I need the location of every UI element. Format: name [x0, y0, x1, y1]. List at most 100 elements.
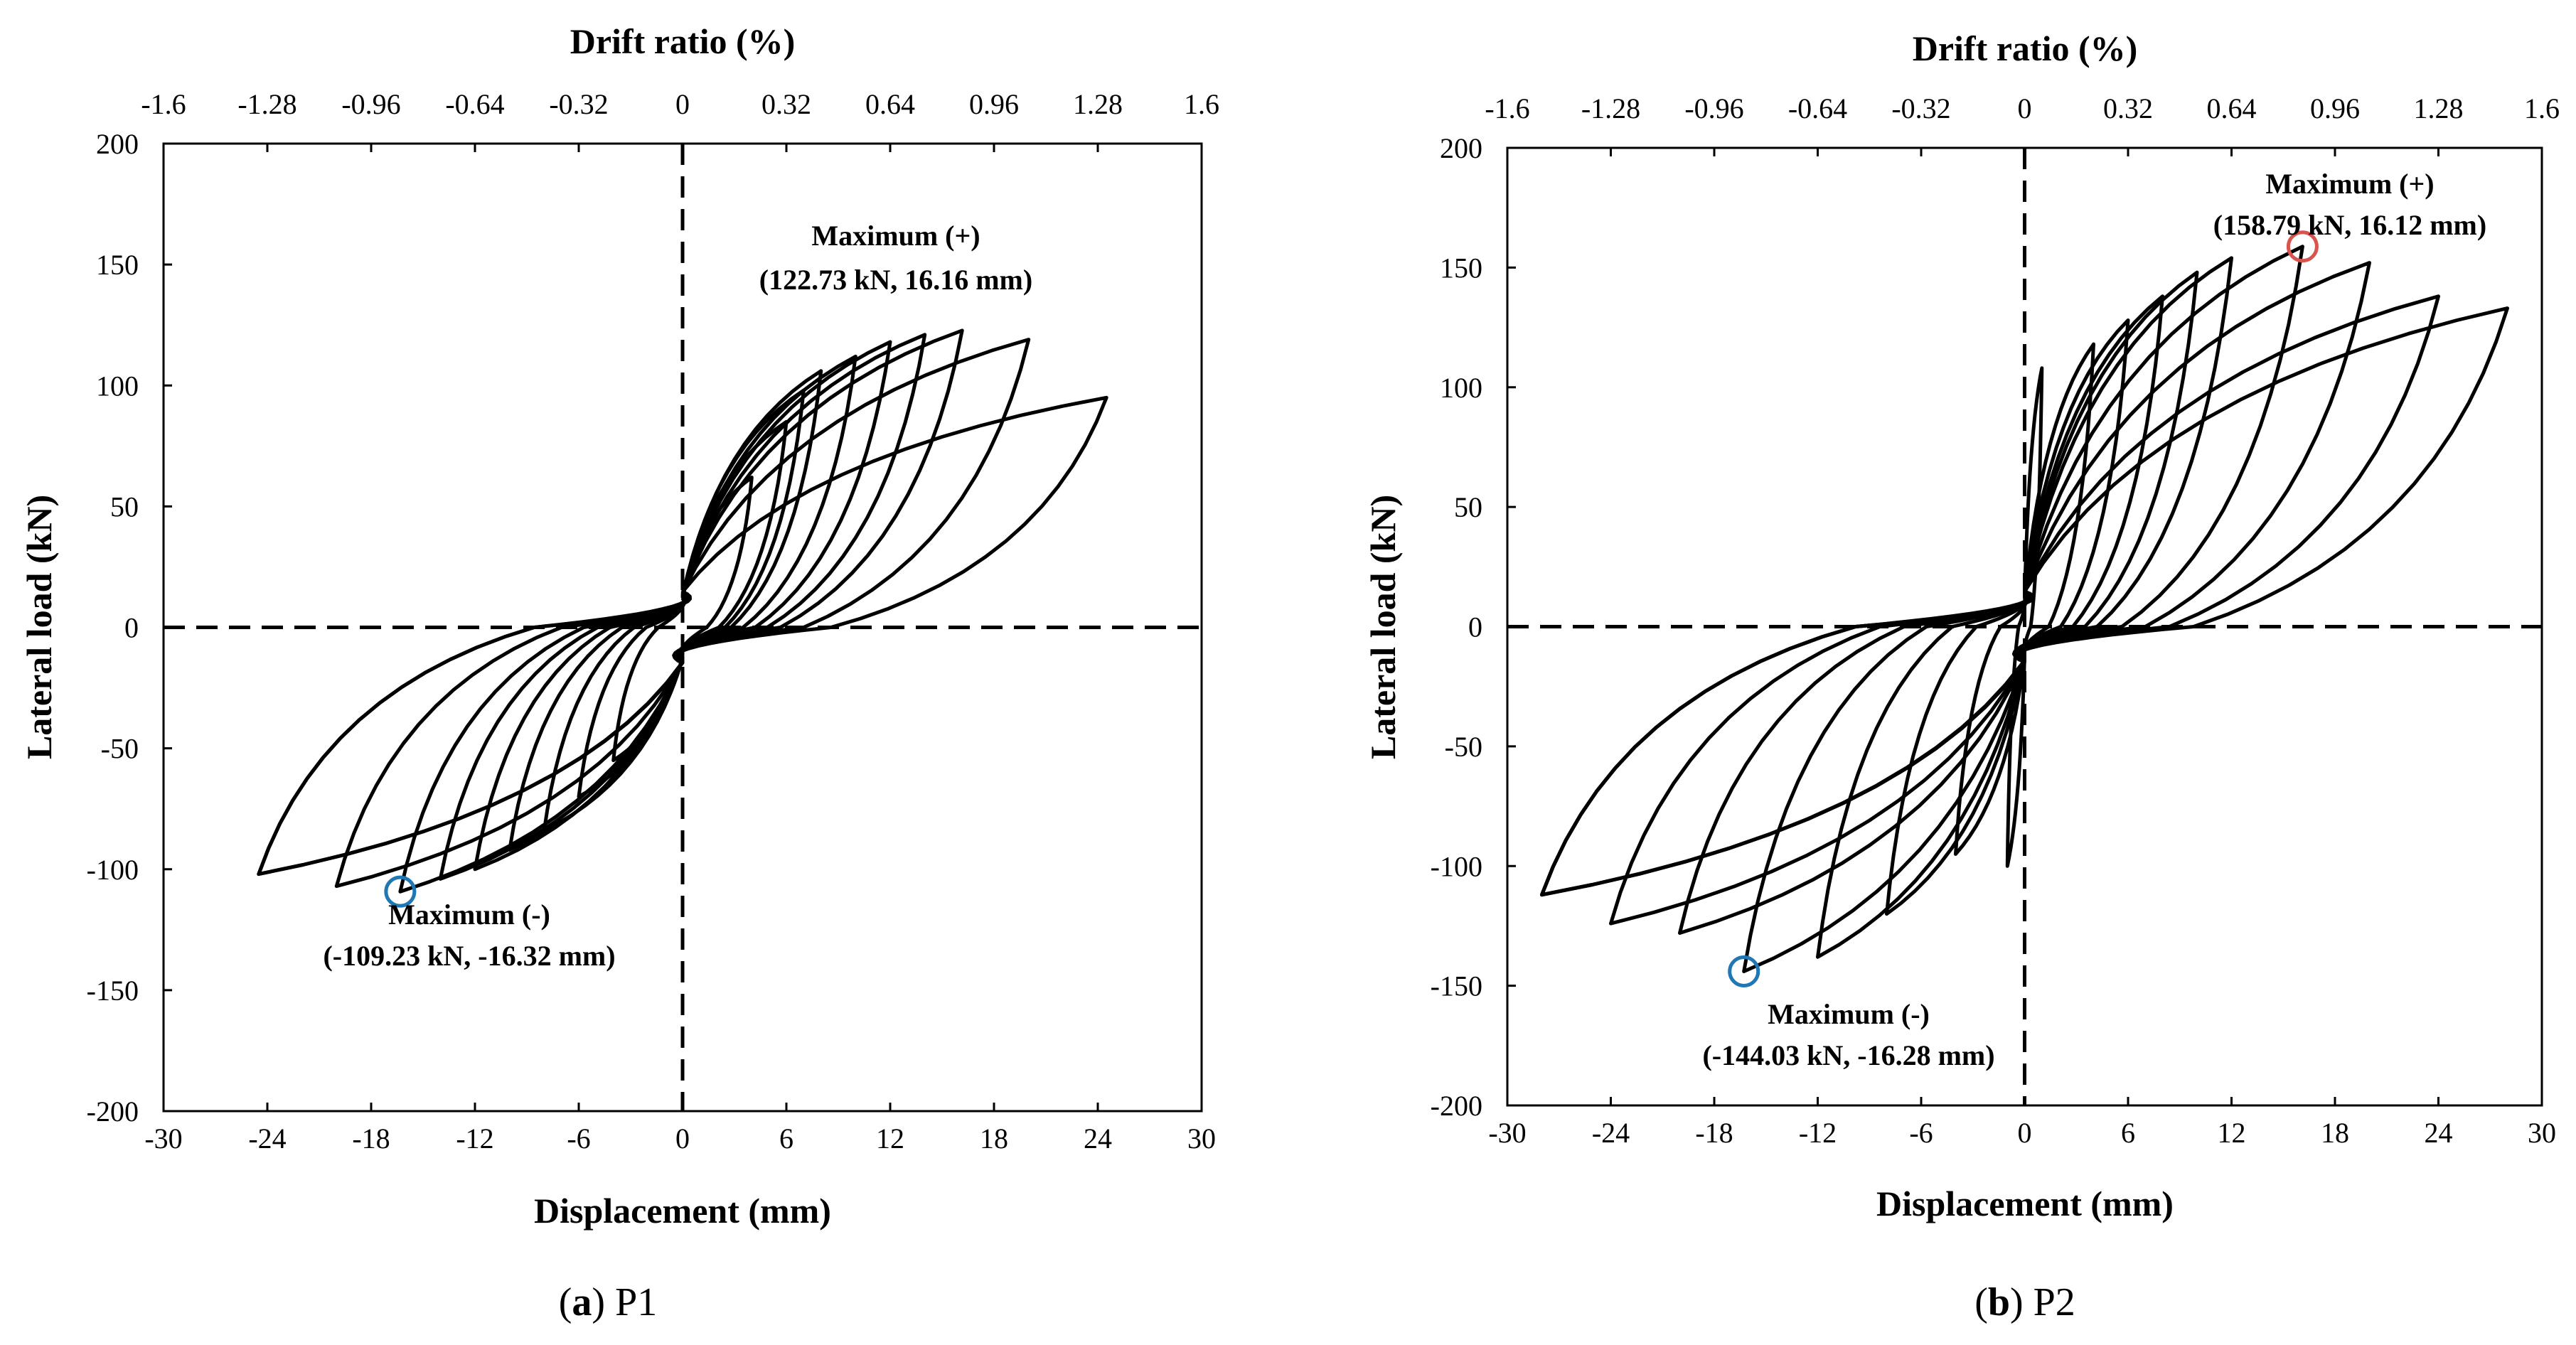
x-tick-label: -24: [248, 1122, 286, 1154]
bottom-axis-title: Displacement (mm): [534, 1191, 831, 1231]
y-tick-label: 100: [96, 370, 139, 402]
x2-tick-label: 0.32: [761, 88, 811, 120]
displacement-tick-labels: -30 -24 -18 -12 -6 0 6 12 18 24 30: [1488, 1117, 2556, 1149]
y-tick-label: -200: [87, 1095, 139, 1127]
y-tick-label: 200: [96, 128, 139, 160]
x2-tick-label: -0.32: [549, 88, 608, 120]
x-tick-label: 0: [675, 1122, 690, 1154]
y-tick-label: 0: [124, 612, 139, 644]
y-tick-label: 150: [96, 249, 139, 281]
x2-tick-label: -0.96: [341, 88, 400, 120]
x-tick-label: -6: [567, 1122, 590, 1154]
x2-tick-label: -0.64: [1788, 92, 1847, 124]
top-axis-title: Drift ratio (%): [570, 21, 796, 61]
y-tick-label: -50: [101, 733, 139, 765]
x2-tick-label: 0.96: [2310, 92, 2360, 124]
x2-tick-label: 0.96: [969, 88, 1019, 120]
x-tick-label: -18: [352, 1122, 390, 1154]
x2-tick-label: 1.28: [2414, 92, 2464, 124]
x-tick-label: -30: [144, 1122, 182, 1154]
x-tick-label: -18: [1695, 1117, 1733, 1149]
x2-tick-label: -1.6: [1485, 92, 1529, 124]
x-tick-label: -12: [456, 1122, 493, 1154]
y-tick-label: -150: [87, 975, 139, 1007]
x2-tick-label: -0.64: [445, 88, 504, 120]
x-tick-label: 6: [779, 1122, 793, 1154]
annotation-max-positive: Maximum (+) (158.79 kN, 16.12 mm): [2213, 168, 2486, 241]
x2-tick-label: 1.6: [2524, 92, 2560, 124]
max-positive-label: Maximum (+): [2265, 168, 2434, 200]
max-negative-marker: [384, 875, 417, 908]
panel-a: -1.6 -1.28 -0.96 -0.64 -0.32 0 0.32 0.64 0.96 1.2…: [19, 21, 1219, 1324]
x-tick-label: 18: [2321, 1117, 2349, 1149]
caption-letter: b: [1988, 1280, 2010, 1324]
annotation-max-positive: Maximum (+) (122.73 kN, 16.16 mm): [759, 220, 1032, 296]
x2-tick-label: 0.64: [865, 88, 915, 120]
displacement-tick-labels: -30 -24 -18 -12 -6 0 6 12 18 24 30: [144, 1122, 1216, 1154]
max-negative-label: Maximum (-): [388, 899, 550, 931]
top-axis-title: Drift ratio (%): [1913, 28, 2138, 68]
annotation-max-negative: Maximum (-) (-109.23 kN, -16.32 mm): [323, 899, 615, 972]
y-tick-label: 50: [110, 491, 139, 523]
caption-letter: a: [572, 1280, 592, 1324]
y-tick-label: -100: [1431, 850, 1482, 882]
y-tick-label: 50: [1454, 491, 1482, 523]
load-tick-labels: 200 150 100 50 0 -50 -100 -150 -200: [1431, 132, 1482, 1122]
x2-tick-label: -0.32: [1891, 92, 1950, 124]
x-tick-label: 30: [2528, 1117, 2556, 1149]
x2-tick-label: -1.28: [237, 88, 296, 120]
x2-tick-label: 1.28: [1073, 88, 1123, 120]
max-positive-value: (122.73 kN, 16.16 mm): [759, 264, 1032, 296]
y-tick-label: 100: [1440, 372, 1482, 404]
x-tick-label: -12: [1799, 1117, 1837, 1149]
x2-tick-label: 0: [2018, 92, 2032, 124]
hysteresis-loop: [1540, 261, 2371, 897]
max-negative-label: Maximum (-): [1768, 998, 1930, 1030]
y-tick-label: -50: [1445, 731, 1482, 763]
x2-tick-label: 0.32: [2103, 92, 2153, 124]
left-axis-title: Lateral load (kN): [19, 495, 59, 759]
x2-tick-label: -1.6: [141, 88, 186, 120]
x-tick-label: 24: [2425, 1117, 2453, 1149]
x-tick-label: 24: [1084, 1122, 1112, 1154]
max-positive-value: (158.79 kN, 16.12 mm): [2213, 209, 2486, 241]
x2-tick-label: -1.28: [1581, 92, 1640, 124]
x-tick-label: 12: [876, 1122, 904, 1154]
hysteresis-loop: [257, 338, 1031, 877]
max-negative-value: (-144.03 kN, -16.28 mm): [1702, 1039, 1994, 1071]
caption-text: P2: [2033, 1280, 2075, 1324]
x-tick-label: 30: [1187, 1122, 1216, 1154]
max-positive-label: Maximum (+): [811, 220, 980, 252]
max-negative-value: (-109.23 kN, -16.32 mm): [323, 940, 615, 972]
y-tick-label: -200: [1431, 1090, 1482, 1122]
hysteresis-loop: [334, 328, 964, 889]
drift-ratio-tick-labels: -1.6 -1.28 -0.96 -0.64 -0.32 0 0.32 0.64 0.96 1.2…: [141, 88, 1219, 120]
y-tick-label: -150: [1431, 970, 1482, 1002]
caption-b: (b) P2: [1974, 1280, 2075, 1324]
x-tick-label: 6: [2121, 1117, 2135, 1149]
x2-tick-label: -0.96: [1684, 92, 1743, 124]
caption-text: P1: [615, 1280, 657, 1324]
x-tick-label: -24: [1592, 1117, 1630, 1149]
y-tick-label: 200: [1440, 132, 1482, 164]
max-negative-marker: [1728, 955, 1760, 988]
bottom-axis-title: Displacement (mm): [1876, 1184, 2174, 1223]
drift-ratio-tick-labels: -1.6 -1.28 -0.96 -0.64 -0.32 0 0.32 0.64 0.96 1.2…: [1485, 92, 2560, 124]
panel-b: -1.6 -1.28 -0.96 -0.64 -0.32 0 0.32 0.64 0.96 1.2…: [1363, 28, 2560, 1324]
x-tick-label: 12: [2218, 1117, 2246, 1149]
x2-tick-label: 0.64: [2207, 92, 2257, 124]
left-axis-title: Lateral load (kN): [1363, 495, 1403, 759]
annotation-max-negative: Maximum (-) (-144.03 kN, -16.28 mm): [1702, 998, 1994, 1071]
y-tick-label: 150: [1440, 252, 1482, 284]
y-tick-label: 0: [1468, 611, 1482, 643]
x-tick-label: -6: [1909, 1117, 1933, 1149]
x-tick-label: 0: [2018, 1117, 2032, 1149]
caption-a: (a) P1: [559, 1280, 657, 1324]
hysteresis-loop: [1540, 294, 2440, 897]
max-positive-marker: [2286, 230, 2319, 263]
y-tick-label: -100: [87, 854, 139, 886]
x2-tick-label: 0: [675, 88, 690, 120]
x2-tick-label: 1.6: [1184, 88, 1219, 120]
x-tick-label: 18: [980, 1122, 1008, 1154]
